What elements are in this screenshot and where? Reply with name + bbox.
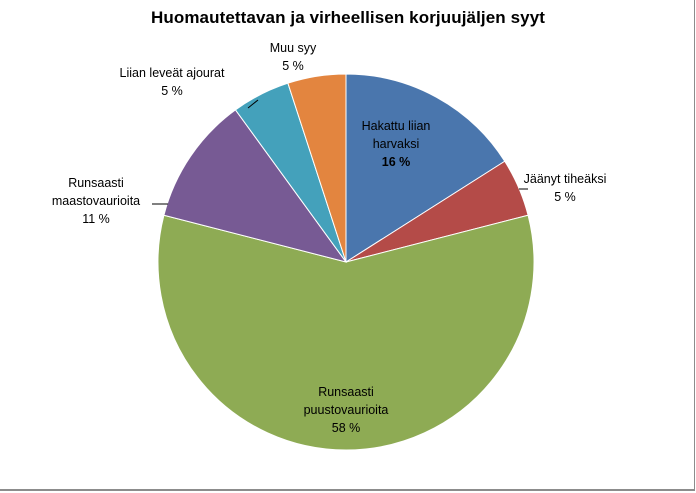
slice-category-label: harvaksi [373,137,420,151]
chart-title: Huomautettavan ja virheellisen korjuujäl… [150,8,546,27]
slice-label-6: Muu syy 5 % [270,41,317,73]
leader-line-5 [247,99,259,109]
slice-label-1: Hakattu liian harvaksi 16 % [362,119,431,169]
slice-label-5: Liian leveät ajourat 5 % [120,66,225,98]
slice-category-label: Runsaasti [68,176,124,190]
slice-category-label: Muu syy [270,41,317,55]
slice-category-label: Runsaasti [318,385,374,399]
slice-value-label: 5 % [161,84,183,98]
pie-slice-3 [157,214,535,451]
leader-lines [152,99,528,205]
slice-value-label: 5 % [554,190,576,204]
slice-label-3: Runsaasti puustovaurioita 58 % [304,385,389,435]
slice-category-label: maastovaurioita [52,194,140,208]
slice-value-label: 5 % [282,59,304,73]
slice-label-4: Runsaasti maastovaurioita 11 % [52,176,140,226]
slice-labels: Hakattu liian harvaksi 16 % Jäänyt tiheäksi… [52,41,606,435]
slice-value-label: 16 % [382,155,411,169]
slice-category-label: puustovaurioita [304,403,389,417]
slice-category-label: Liian leveät ajourat [120,66,225,80]
slice-label-2: Jäänyt tiheäksi 5 % [524,172,607,204]
pie-slice-1 [345,73,506,263]
pie-slice-4 [163,109,348,263]
slice-value-label: 11 % [82,212,110,226]
slice-value-label: 58 % [332,421,361,435]
slice-category-label: Hakattu liian [362,119,431,133]
pie-slice-6 [287,73,347,263]
pie-slices [157,73,535,451]
slice-category-label: Jäänyt tiheäksi [524,172,607,186]
